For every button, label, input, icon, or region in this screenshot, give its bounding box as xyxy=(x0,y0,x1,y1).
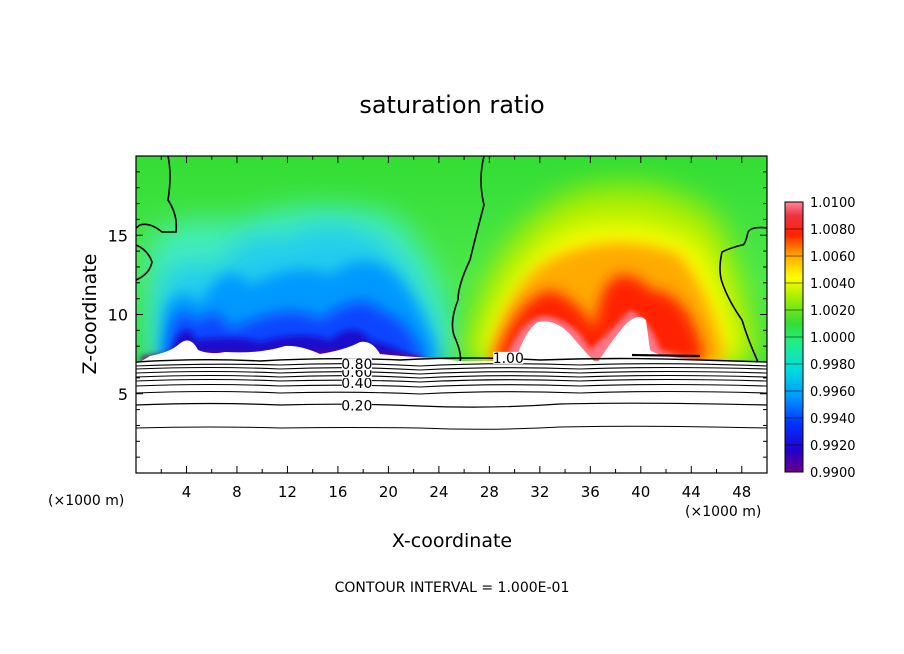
colorbar-tick-label: 0.9940 xyxy=(810,412,856,427)
x-tick-label: 36 xyxy=(581,483,600,501)
x-axis-label: X-coordinate xyxy=(392,530,512,552)
x-tick-label: 40 xyxy=(631,483,650,501)
colorbar-ticks: 0.9900 0.9920 0.9940 0.9960 0.9980 1.0000 1.00… xyxy=(785,196,856,481)
y-axis: 5 10 15 xyxy=(108,171,767,458)
supersaturated-region xyxy=(460,184,760,361)
colorbar: 0.9900 0.9920 0.9940 0.9960 0.9980 1.0000 1.00… xyxy=(784,196,856,481)
saturation-field xyxy=(136,156,767,361)
y-unit-label: (×1000 m) xyxy=(48,493,124,509)
lower-contour-lines xyxy=(136,353,767,430)
contour-label-background xyxy=(341,377,372,390)
contour-interval-note: CONTOUR INTERVAL = 1.000E-01 xyxy=(335,580,570,596)
plot-area: 0.200.400.600.80 1.00 xyxy=(136,156,767,473)
colorbar-tick-label: 1.0100 xyxy=(810,196,856,211)
contour-label-background xyxy=(341,399,372,412)
contour-label: 0.20 xyxy=(341,398,372,414)
x-tick-label: 8 xyxy=(232,483,242,501)
contour-label: 0.40 xyxy=(341,376,372,392)
chart-title: saturation ratio xyxy=(359,91,544,119)
x-tick-label: 4 xyxy=(182,483,192,501)
colorbar-tick-label: 0.9960 xyxy=(810,385,856,400)
contour-1-00-lines xyxy=(136,156,767,361)
x-tick-label: 24 xyxy=(429,483,448,501)
colorbar-tick-label: 1.0080 xyxy=(810,223,856,238)
contour-labels: 0.200.400.600.80 1.00 xyxy=(341,351,524,415)
colorbar-tick-label: 0.9900 xyxy=(810,466,856,481)
colorbar-tick-label: 1.0000 xyxy=(810,331,856,346)
x-tick-label: 20 xyxy=(379,483,398,501)
x-axis: 4 8 12 16 20 24 28 32 36 40 44 48 xyxy=(160,156,751,501)
colorbar-tick-label: 1.0060 xyxy=(810,250,856,265)
contour-label: 1.00 xyxy=(493,351,524,367)
colorbar-tick-label: 1.0020 xyxy=(810,304,856,319)
y-tick-label: 15 xyxy=(108,226,128,245)
x-tick-label: 44 xyxy=(682,483,701,501)
x-tick-label: 32 xyxy=(530,483,549,501)
y-tick-label: 5 xyxy=(118,385,128,404)
x-tick-label: 12 xyxy=(278,483,297,501)
colorbar-tick-label: 0.9980 xyxy=(810,358,856,373)
contour-label-background xyxy=(493,351,524,364)
x-unit-label: (×1000 m) xyxy=(685,504,761,520)
cloud-base-bumps xyxy=(141,340,460,361)
colorbar-tick-label: 0.9920 xyxy=(810,439,856,454)
y-axis-label: Z-coordinate xyxy=(79,254,101,375)
contour-label-background xyxy=(341,358,372,371)
contour-label: 0.80 xyxy=(341,357,372,373)
y-tick-label: 10 xyxy=(108,306,128,325)
x-tick-label: 28 xyxy=(480,483,499,501)
colorbar-tick-label: 1.0040 xyxy=(810,277,856,292)
x-tick-label: 16 xyxy=(328,483,347,501)
x-tick-label: 48 xyxy=(732,483,751,501)
